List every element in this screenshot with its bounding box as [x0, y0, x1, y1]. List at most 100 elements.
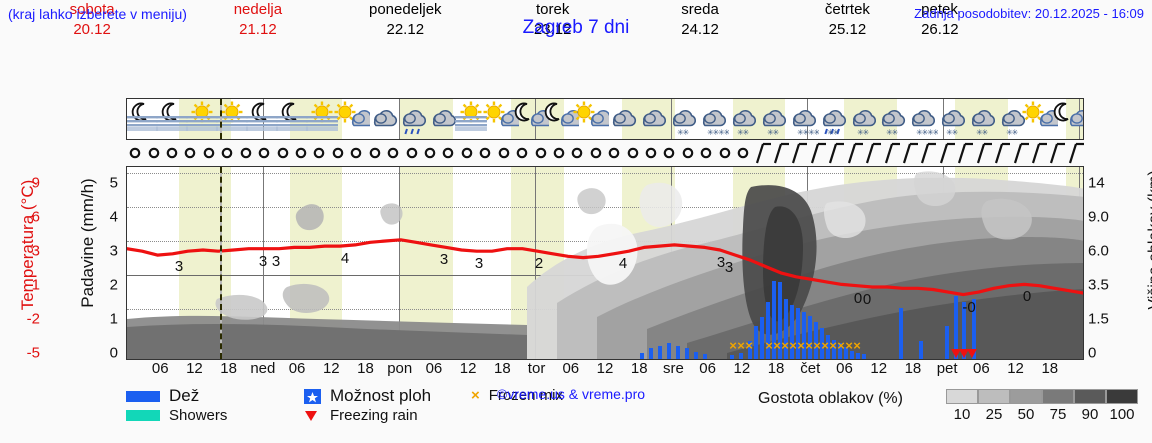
- cloud-density-swatch-100: [1106, 389, 1138, 404]
- x-tick-24: pet: [936, 360, 958, 377]
- precipitation-bar-11: [748, 340, 752, 359]
- frozen-mix-marker-4: ×: [765, 338, 773, 353]
- precipitation-bar-7: [694, 351, 698, 359]
- x-tick-3: 18: [220, 360, 237, 377]
- precipitation-tick-6: 0: [109, 344, 118, 362]
- weather-icon-7: [305, 101, 338, 131]
- day-header-3: ponedeljek 22.12: [332, 0, 479, 44]
- chance-showers-icon: [304, 388, 321, 404]
- frozen-mix-icon: ×: [471, 387, 480, 404]
- precipitation-bar-10: [739, 353, 743, 359]
- x-tick-4: ned: [250, 360, 276, 377]
- x-tick-17: 06: [699, 360, 716, 377]
- day-name: četrtek: [824, 1, 870, 18]
- precipitation-bar-22: [814, 321, 818, 359]
- last-updated: Zadnja posodobitev: 20.12.2025 - 16:09: [914, 6, 1144, 21]
- weather-icon-29: ✳✳: [972, 109, 996, 137]
- legend-label-showers: Showers: [169, 407, 228, 424]
- frozen-mix-marker-11: ×: [821, 338, 829, 353]
- weather-icon-1: [127, 102, 158, 131]
- cloud-density-swatch-25: [978, 389, 1010, 404]
- weather-icon-30: ✳✳: [1002, 109, 1026, 137]
- weather-icon-row: ✳✳✳✳✳✳✳✳✳✳✳✳✳✳✳✳✳✳✳✳✳✳✳✳✳✳✳✳✳✳: [126, 98, 1084, 140]
- precipitation-bar-36: [972, 298, 976, 359]
- x-tick-2: 12: [186, 360, 203, 377]
- weather-icon-20: ✳✳✳✳: [702, 109, 729, 137]
- cloud-density-swatch-90: [1074, 389, 1106, 404]
- svg-text:✳: ✳: [1012, 128, 1019, 137]
- weather-icon-17: [612, 109, 637, 127]
- legend-item-frozen-mix: × Frozen mix: [471, 387, 563, 404]
- x-tick-22: 12: [870, 360, 888, 377]
- x-tick-7: 18: [357, 360, 374, 377]
- wind-barb-49: [1013, 142, 1029, 164]
- wind-barb-41: [866, 142, 882, 164]
- temperature-label-7: 2: [534, 255, 544, 273]
- temperature-label-12: 0: [862, 290, 872, 308]
- temperature-tick-2: 6: [31, 208, 40, 226]
- cloud-height-tick-4: 3.5: [1088, 276, 1109, 294]
- precipitation-bar-20: [802, 312, 806, 359]
- daylight-band-1: [179, 99, 231, 139]
- weather-icon-3: [185, 101, 218, 131]
- temperature-label-11: 0: [853, 289, 863, 307]
- temperature-tick-4: 1: [31, 276, 40, 294]
- weather-icon-13: [483, 101, 520, 127]
- precipitation-bar-4: [667, 343, 671, 359]
- wind-barb-row: [126, 141, 1084, 165]
- freezing-rain-marker-2: [959, 349, 969, 358]
- wind-barb-43: [902, 142, 918, 164]
- weather-icon-31: [1022, 101, 1059, 127]
- temperature-label-8: 4: [618, 255, 628, 273]
- wind-calm-circle-18: [443, 147, 454, 159]
- x-tick-20: čet: [800, 360, 821, 377]
- temperature-label-4: 4: [340, 250, 350, 268]
- day-date: 23.12: [533, 21, 572, 38]
- x-tick-1: 06: [151, 360, 169, 377]
- temperature-tick-3: 3: [31, 242, 40, 260]
- temperature-label-1: 3: [174, 257, 184, 275]
- temperature-axis: Temperatura (°C) 9 6 3 1 -2 -5: [14, 175, 40, 365]
- precipitation-bar-1: [640, 353, 644, 359]
- wind-calm-circle-10: [295, 147, 307, 159]
- day-separator-chart-2: [399, 167, 400, 359]
- svg-text:✳: ✳: [677, 128, 684, 137]
- svg-text:✳: ✳: [723, 128, 728, 137]
- precipitation-tick-3: 3: [109, 242, 118, 260]
- x-tick-14: 12: [596, 360, 614, 377]
- precipitation-bar-5: [676, 345, 680, 359]
- precipitation-bar-14: [766, 301, 770, 359]
- credit-text[interactable]: ©vreme.us & vreme.pro: [497, 386, 646, 402]
- frozen-mix-marker-12: ×: [829, 338, 837, 353]
- day-name: sreda: [681, 1, 719, 18]
- wind-calm-circle-23: [535, 147, 546, 159]
- svg-text:✳: ✳: [946, 128, 953, 137]
- precipitation-bar-15: [772, 280, 776, 359]
- svg-text:✳: ✳: [742, 128, 749, 137]
- cloud-density-value-50: 50: [1017, 406, 1035, 423]
- x-tick-12: tor: [527, 360, 546, 377]
- precipitation-bar-24: [826, 334, 830, 359]
- location-hint: (kraj lahko izberete v meniju): [8, 6, 187, 22]
- svg-text:✳: ✳: [892, 128, 899, 137]
- svg-text:✳: ✳: [933, 128, 938, 137]
- svg-text:✳: ✳: [916, 128, 923, 137]
- day-date: 22.12: [386, 21, 425, 38]
- frozen-mix-marker-8: ×: [797, 338, 805, 353]
- legend-label-chance-showers: Možnost ploh: [330, 386, 432, 405]
- frozen-mix-marker-6: ×: [781, 338, 789, 353]
- wind-calm-circle-20: [479, 147, 491, 159]
- precipitation-tick-2: 4: [109, 208, 118, 226]
- day-header-5: sreda 24.12: [626, 0, 773, 44]
- svg-text:✳: ✳: [1006, 128, 1013, 137]
- frozen-mix-marker-2: ×: [737, 338, 745, 353]
- wind-barb-48: [995, 142, 1011, 164]
- cloud-density-value-25: 25: [985, 406, 1003, 423]
- temperature-label-3: 3: [271, 252, 281, 270]
- precipitation-bar-9: [730, 355, 734, 359]
- day-date: 25.12: [828, 21, 867, 38]
- frozen-mix-marker-1: ×: [729, 338, 737, 353]
- weather-icon-27: ✳✳✳✳: [912, 109, 938, 137]
- legend-item-freezing-rain: Freezing rain: [304, 407, 418, 424]
